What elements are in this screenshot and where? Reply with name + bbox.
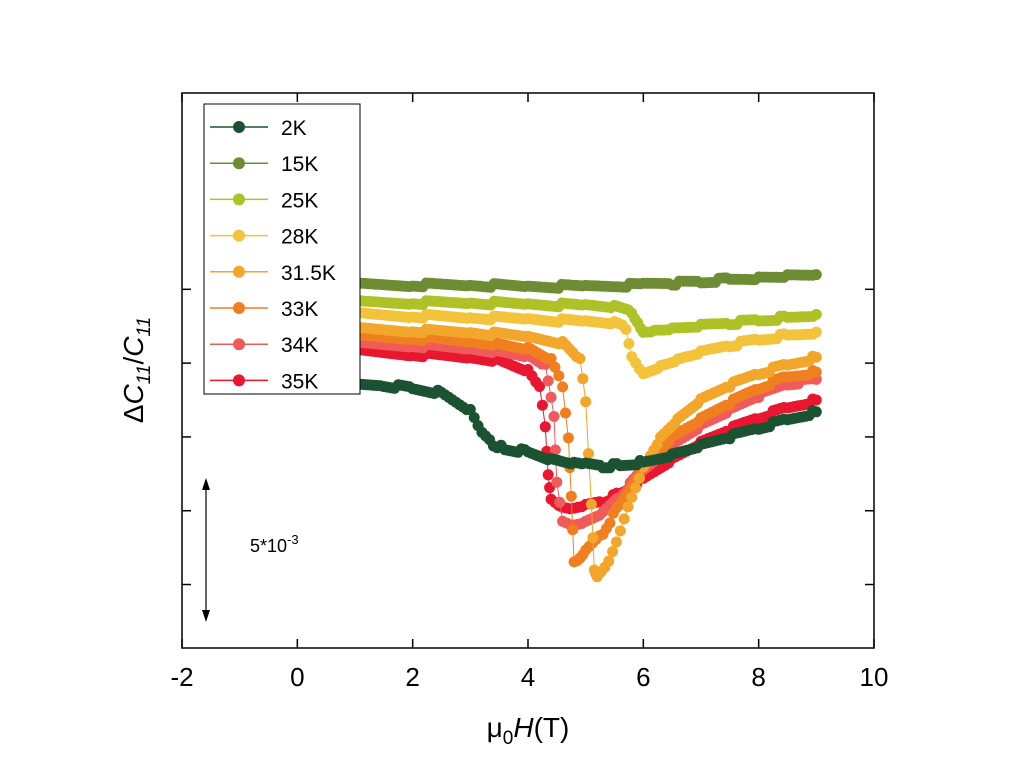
data-point — [557, 381, 569, 393]
data-point — [622, 501, 634, 513]
data-point — [583, 448, 594, 460]
data-point — [585, 498, 597, 510]
data-point — [551, 476, 563, 488]
data-point — [577, 373, 589, 385]
legend-item-31-5k: 31.5K — [210, 262, 336, 285]
y-axis-title: ΔC11/C11 — [118, 317, 155, 423]
series-layer — [338, 269, 822, 583]
data-point — [549, 361, 561, 373]
x-tick-label: 6 — [636, 662, 650, 692]
data-point — [810, 351, 822, 363]
data-point — [587, 532, 599, 544]
legend-label: 15K — [281, 153, 318, 176]
axes-layer: -2 0 2 4 6 8 10 — [170, 93, 888, 692]
legend-marker — [233, 302, 245, 314]
legend-marker — [233, 229, 245, 242]
data-point — [810, 366, 822, 378]
data-point — [553, 370, 565, 382]
scale-bar-arrow-up — [202, 478, 210, 490]
x-tick-label: 0 — [290, 662, 304, 692]
legend-label: 33K — [281, 298, 318, 321]
scale-bar: 5*10-3 — [202, 478, 299, 622]
legend-label: 34K — [281, 334, 318, 357]
legend-item-28k: 28K — [210, 226, 318, 249]
legend-item-2k: 2K — [210, 117, 307, 140]
data-point — [623, 338, 635, 350]
series-15k — [349, 269, 822, 294]
data-point — [614, 525, 626, 537]
legend-marker — [233, 338, 245, 351]
legend-marker — [233, 374, 245, 387]
data-point — [810, 394, 822, 406]
series-31-5k — [349, 321, 822, 583]
data-point — [630, 482, 642, 494]
data-point — [810, 326, 822, 338]
legend-label: 35K — [281, 370, 318, 393]
legend-item-34k: 34K — [210, 334, 318, 357]
x-tick-label: 10 — [860, 662, 889, 692]
data-point — [626, 491, 638, 503]
data-point — [534, 381, 545, 392]
data-point — [536, 399, 548, 411]
data-point — [545, 391, 557, 403]
x-axis-title: μ0H(T) — [487, 712, 570, 749]
data-point — [567, 524, 579, 536]
data-point — [554, 496, 566, 508]
data-point — [542, 375, 554, 387]
legend-label: 28K — [281, 226, 318, 249]
scale-bar-label: 5*10-3 — [250, 532, 299, 556]
legend-label: 2K — [281, 117, 307, 140]
x-tick-label: 4 — [521, 662, 535, 692]
data-point — [560, 407, 571, 419]
x-tick-label: 2 — [405, 662, 419, 692]
data-point — [580, 396, 592, 408]
data-point — [574, 353, 586, 364]
data-point — [539, 421, 551, 433]
legend-item-35k: 35K — [210, 370, 318, 393]
legend-item-33k: 33K — [210, 298, 318, 321]
data-point — [810, 269, 822, 281]
legend: 2K 15K 25K 28K 31.5K 33K 34K 35K — [203, 103, 361, 395]
legend-marker — [233, 121, 245, 133]
data-point — [565, 490, 577, 502]
scale-bar-arrow-down — [202, 610, 210, 622]
legend-box — [203, 103, 361, 395]
data-point — [607, 546, 619, 558]
x-tick-label: 8 — [751, 662, 765, 692]
data-point — [810, 308, 822, 320]
data-point — [562, 432, 574, 444]
data-point — [634, 472, 645, 484]
data-point — [545, 353, 557, 364]
series-2k — [338, 377, 822, 474]
legend-item-25k: 25K — [210, 189, 318, 212]
data-point — [548, 411, 560, 422]
legend-item-15k: 15K — [210, 153, 318, 176]
x-tick-label: -2 — [170, 662, 193, 692]
data-point — [620, 323, 632, 335]
data-point — [810, 406, 822, 418]
data-point — [542, 469, 554, 481]
legend-marker — [233, 157, 245, 170]
data-point — [610, 536, 622, 548]
legend-label: 25K — [281, 189, 318, 212]
data-point — [604, 517, 616, 529]
data-point — [603, 555, 615, 567]
data-point — [618, 513, 630, 525]
legend-marker — [233, 193, 245, 206]
legend-marker — [233, 265, 245, 278]
data-point — [549, 444, 561, 456]
series-25k — [349, 295, 822, 338]
legend-label: 31.5K — [281, 262, 336, 285]
